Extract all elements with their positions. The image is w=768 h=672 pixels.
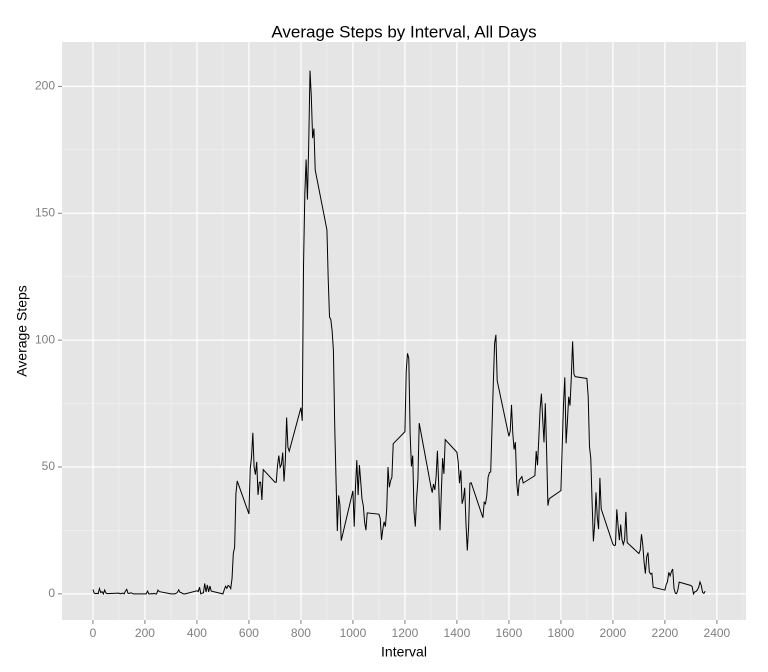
x-tick-label: 400 [187,626,207,640]
y-tick-label: 0 [48,586,55,600]
y-axis-label: Average Steps [14,285,30,377]
x-tick-label: 1800 [548,626,575,640]
x-axis-label: Interval [381,644,427,660]
x-tick-label: 800 [291,626,311,640]
x-tick-label: 1600 [496,626,523,640]
y-tick-label: 200 [35,79,55,93]
x-tick-label: 2000 [600,626,627,640]
x-tick-label: 200 [135,626,155,640]
panel [62,42,746,620]
x-tick-label: 2400 [704,626,731,640]
x-tick-label: 1200 [392,626,419,640]
line [92,70,706,596]
x-tick-label: 0 [90,626,97,640]
x-tick-label: 1000 [340,626,367,640]
y-tick-label: 100 [35,332,55,346]
y-tick-label: 50 [42,459,56,473]
x-tick-label: 1400 [444,626,471,640]
x-tick-label: 2200 [652,626,679,640]
y-tick-label: 150 [35,205,55,219]
x-tick-label: 600 [239,626,259,640]
chart-title: Average Steps by Interval, All Days [271,22,536,41]
